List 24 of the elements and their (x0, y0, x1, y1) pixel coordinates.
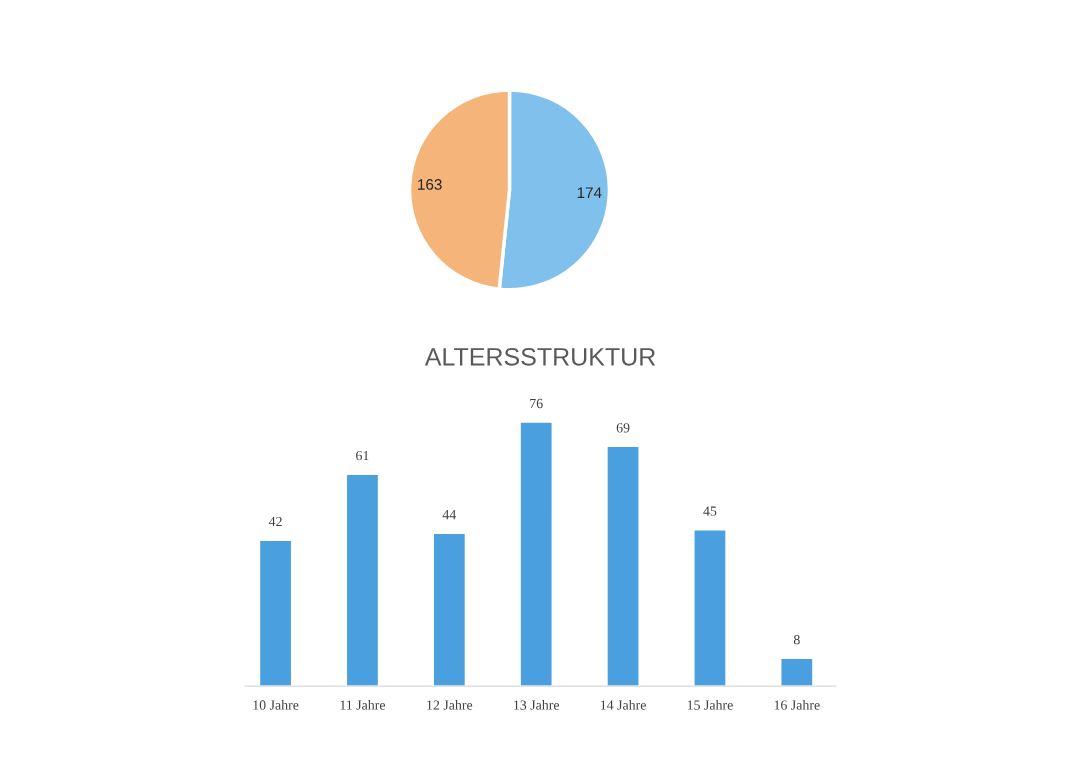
data-label: 44 (442, 510, 457, 520)
chart-title: ALTERSSTRUKTUR (424, 347, 656, 366)
x-tick-label: 11 Jahre (340, 699, 386, 710)
bar (432, 532, 467, 687)
x-tick-label: 12 Jahre (427, 699, 473, 710)
bar (780, 657, 814, 687)
x-tick-label: 13 Jahre (514, 699, 560, 710)
bar (345, 473, 380, 687)
data-label: 45 (703, 506, 717, 516)
data-label: 163 (418, 179, 442, 190)
bar (606, 445, 640, 687)
data-label: 76 (530, 398, 543, 409)
bar (693, 529, 727, 687)
data-label: 174 (577, 187, 602, 198)
x-tick-label: 10 Jahre (253, 699, 299, 710)
bar (258, 539, 293, 687)
bar (519, 421, 553, 687)
x-tick-label: 14 Jahre (600, 699, 646, 710)
data-label: 69 (616, 423, 630, 433)
x-tick-label: 16 Jahre (774, 699, 820, 710)
x-tick-label: 15 Jahre (687, 699, 733, 710)
data-label: 42 (268, 516, 282, 527)
data-label: 61 (356, 450, 369, 461)
data-label: 8 (793, 634, 800, 645)
